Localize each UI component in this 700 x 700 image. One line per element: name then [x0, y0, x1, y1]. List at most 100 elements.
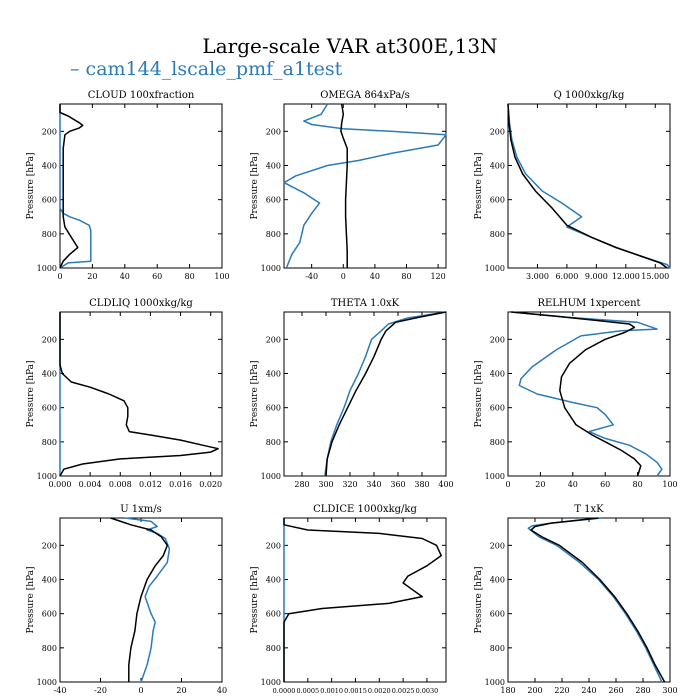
panel-3-xtick-label: 12.000 — [612, 272, 640, 281]
panel-5-frame — [283, 311, 447, 477]
panel-6-title: RELHUM 1xpercent — [537, 298, 640, 309]
panel-9-ytick-label: 200 — [490, 541, 505, 550]
panel-6-ytick-label: 400 — [490, 370, 505, 379]
panel-1-reference-line — [59, 104, 84, 269]
panel-8-xtick-label: 0.0015 — [344, 687, 367, 695]
panel-9-xtick-label: 280 — [635, 686, 650, 695]
panel-1-ytick-label: 400 — [42, 162, 57, 171]
panel-9-model-line — [527, 517, 663, 683]
panel-1-ytick-label: 600 — [42, 196, 57, 205]
panel-4-ytick-label: 600 — [42, 404, 57, 413]
panel-7-xtick-label: -20 — [94, 686, 107, 695]
panel-2-xtick-label: 0 — [341, 272, 346, 281]
panel-1-xtick-label: 80 — [185, 272, 195, 281]
panel-4-ylabel: Pressure [hPa] — [26, 360, 36, 427]
panel-4-xtick-label: 0.000 — [49, 480, 72, 489]
panel-5-ytick-label: 800 — [266, 438, 281, 447]
panel-4-ytick-label: 800 — [42, 438, 57, 447]
panel-4-xtick-label: 0.016 — [169, 480, 192, 489]
panel-6-ytick-label: 800 — [490, 438, 505, 447]
panel-5-model-line — [324, 311, 447, 477]
panel-3-frame — [507, 103, 671, 269]
panel-3-reference-line — [507, 103, 668, 269]
panel-8-ytick-label: 200 — [266, 541, 281, 550]
panel-4-xtick-label: 0.008 — [109, 480, 132, 489]
panel-4-xtick-label: 0.012 — [139, 480, 162, 489]
legend-label: cam144_lscale_pmf_a1test — [85, 58, 343, 80]
legend: – cam144_lscale_pmf_a1test — [70, 58, 342, 80]
panel-2-xtick-label: 40 — [370, 272, 380, 281]
panel-3-ylabel: Pressure [hPa] — [474, 152, 484, 219]
panel-3-ytick-label: 200 — [490, 127, 505, 136]
legend-line-icon: – — [70, 58, 86, 80]
panel-2-ytick-label: 600 — [266, 196, 281, 205]
panel-9-xtick-label: 240 — [581, 686, 596, 695]
panel-4-ytick-label: 400 — [42, 370, 57, 379]
panel-9-xtick-label: 200 — [527, 686, 542, 695]
panel-2-reference-line — [340, 103, 348, 268]
panel-2-ytick-label: 200 — [266, 127, 281, 136]
panel-9-xtick-label: 260 — [608, 686, 623, 695]
panel-5-xtick-label: 280 — [294, 480, 309, 489]
panel-3-ytick-label: 400 — [490, 162, 505, 171]
panel-7-ytick-label: 800 — [42, 644, 57, 653]
panel-2-xtick-label: 80 — [401, 272, 411, 281]
panel-7-ytick-label: 600 — [42, 610, 57, 619]
panel-7-reference-line — [110, 517, 169, 682]
panel-8-xtick-label: 0.0000 — [273, 687, 296, 695]
panel-6-xtick-label: 80 — [633, 480, 643, 489]
panel-7-xtick-label: 0 — [138, 686, 143, 695]
panel-9-xtick-label: 300 — [662, 686, 677, 695]
panel-5-reference-line — [325, 311, 447, 477]
panel-2-xtick-label: -40 — [305, 272, 318, 281]
panel-7-ylabel: Pressure [hPa] — [26, 566, 36, 633]
panel-8-ytick-label: 400 — [266, 576, 281, 585]
panel-2-ytick-label: 800 — [266, 230, 281, 239]
panel-9-frame — [507, 517, 671, 683]
panel-1-xtick-label: 100 — [214, 272, 229, 281]
panel-1-ytick-label: 800 — [42, 230, 57, 239]
panel-9-ylabel: Pressure [hPa] — [474, 566, 484, 633]
panel-9-title: T 1xK — [574, 504, 604, 515]
panel-7-xtick-label: 40 — [217, 686, 227, 695]
panel-9-xtick-label: 220 — [554, 686, 569, 695]
panel-4-ytick-label: 1000 — [37, 472, 57, 481]
panel-6-xtick-label: 100 — [662, 480, 677, 489]
panel-1-frame — [59, 103, 223, 269]
panel-6-ytick-label: 600 — [490, 404, 505, 413]
panel-8-frame — [283, 517, 447, 683]
panel-4-reference-line — [59, 312, 219, 477]
panel-6-model-line — [511, 311, 663, 477]
panel-8-xtick-label: 0.0030 — [416, 687, 439, 695]
panel-3-xtick-label: 15.000 — [641, 272, 669, 281]
panel-5-ytick-label: 1000 — [261, 472, 281, 481]
panel-9-ytick-label: 1000 — [485, 678, 505, 687]
panel-3-ytick-label: 800 — [490, 230, 505, 239]
panel-3-ytick-label: 600 — [490, 196, 505, 205]
panel-6-ytick-label: 200 — [490, 335, 505, 344]
panel-6-xtick-label: 0 — [505, 480, 510, 489]
panel-3-ytick-label: 1000 — [485, 264, 505, 273]
panel-5-xtick-label: 340 — [366, 480, 381, 489]
panel-3-xtick-label: 3.000 — [526, 272, 549, 281]
panel-9-ytick-label: 600 — [490, 610, 505, 619]
panel-7-title: U 1xm/s — [120, 504, 162, 515]
panel-2-model-line — [283, 103, 447, 269]
panel-5-xtick-label: 300 — [318, 480, 333, 489]
panel-1-xtick-label: 60 — [152, 272, 162, 281]
panel-5-ylabel: Pressure [hPa] — [250, 360, 260, 427]
panel-7-xtick-label: 20 — [176, 686, 186, 695]
panel-6-frame — [507, 311, 671, 477]
panel-4-frame — [59, 311, 223, 477]
panel-5-ytick-label: 400 — [266, 370, 281, 379]
panel-2-ytick-label: 400 — [266, 162, 281, 171]
panel-7-frame — [59, 517, 223, 683]
panel-5-xtick-label: 320 — [342, 480, 357, 489]
panel-6-xtick-label: 40 — [568, 480, 578, 489]
panel-1-model-line — [59, 104, 92, 269]
panel-4-ytick-label: 200 — [42, 335, 57, 344]
panel-9-reference-line — [530, 517, 666, 683]
figure-title: Large-scale VAR at300E,13N — [202, 34, 498, 58]
panel-7-xtick-label: -40 — [54, 686, 67, 695]
